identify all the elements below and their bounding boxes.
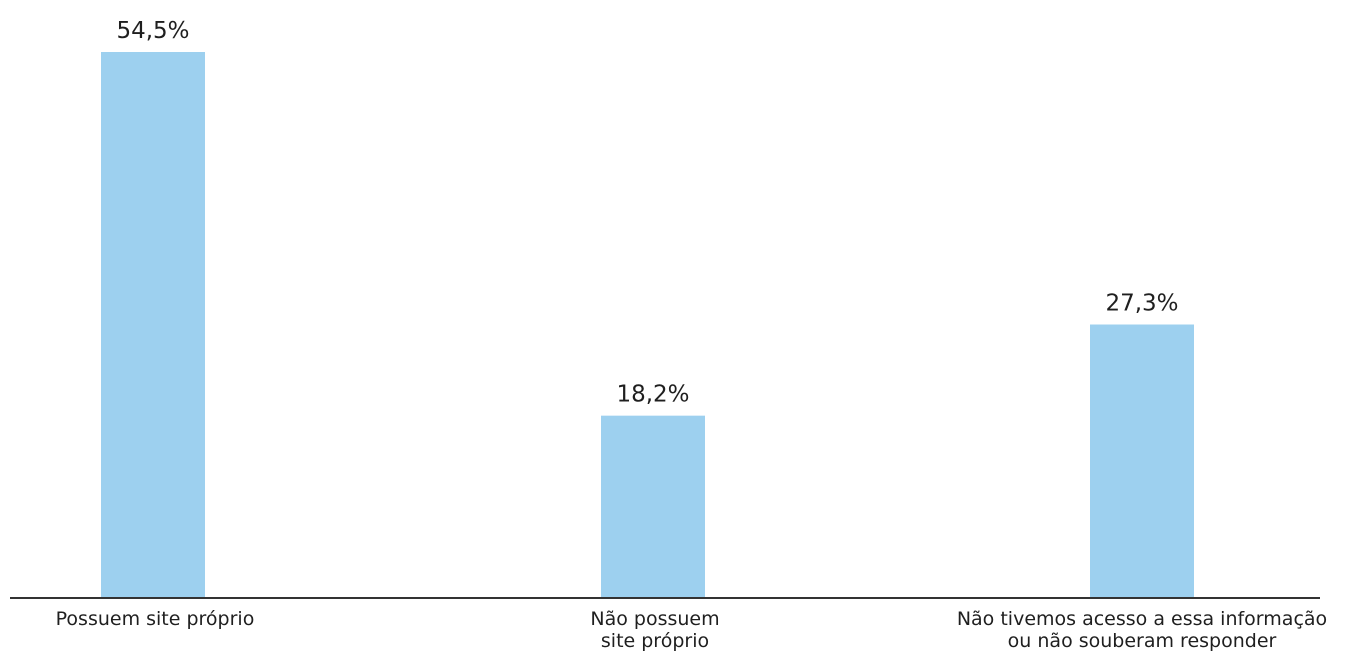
bar-3: [1090, 324, 1194, 598]
category-label-2: Não possuem site próprio: [590, 608, 719, 652]
bar-2: [601, 415, 705, 598]
value-label-1: 54,5%: [116, 18, 189, 44]
category-label-2-line-2: site próprio: [601, 630, 709, 652]
category-label-2-line-1: Não possuem: [590, 608, 719, 630]
category-label-1: Possuem site próprio: [56, 608, 255, 630]
category-label-3-line-1: Não tivemos acesso a essa informação: [957, 608, 1327, 630]
category-label-3: Não tivemos acesso a essa informação ou n…: [957, 608, 1327, 652]
category-labels-group: Possuem site próprio Não possuem site próp…: [56, 608, 1328, 652]
value-label-3: 27,3%: [1105, 290, 1178, 316]
category-label-3-line-2: ou não souberam responder: [1008, 630, 1277, 652]
value-labels-group: 54,5% 18,2% 27,3%: [116, 18, 1178, 408]
bar-1: [101, 52, 205, 598]
value-label-2: 18,2%: [616, 382, 689, 408]
category-label-1-line-1: Possuem site próprio: [56, 608, 255, 630]
bars-group: [101, 52, 1194, 598]
